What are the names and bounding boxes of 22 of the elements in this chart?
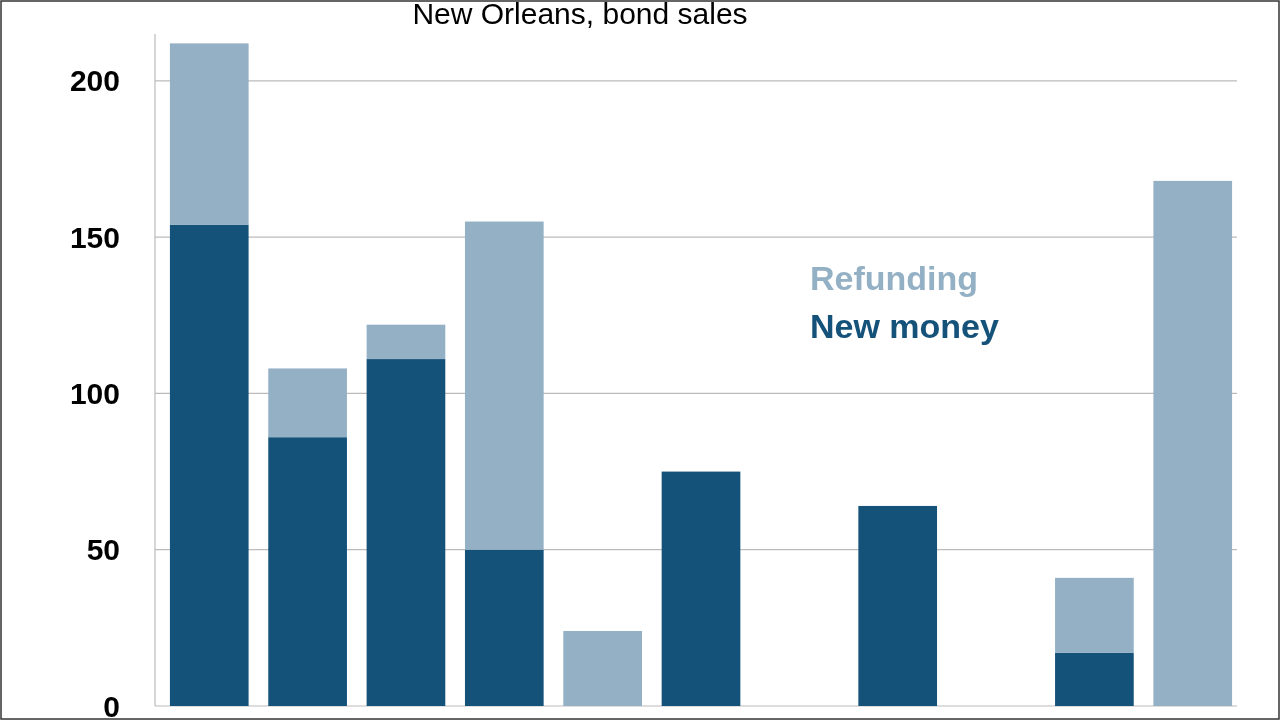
bar xyxy=(268,368,347,438)
bar xyxy=(366,359,446,706)
chart-title: New Orleans, bond sales xyxy=(412,0,748,30)
bar xyxy=(464,221,544,550)
y-tick-label: 100 xyxy=(69,376,120,410)
y-tick-label: 200 xyxy=(69,64,120,98)
bar xyxy=(563,630,642,706)
bar xyxy=(169,224,249,706)
y-tick-label: 150 xyxy=(69,220,120,254)
bar xyxy=(464,549,544,706)
text: Refunding xyxy=(810,259,979,297)
bar xyxy=(1055,652,1134,706)
bar xyxy=(661,471,741,706)
bar xyxy=(1153,180,1233,706)
text: New money xyxy=(810,307,1000,345)
bar xyxy=(858,505,938,706)
bar xyxy=(366,324,446,360)
bar xyxy=(1055,577,1134,653)
y-tick-label: 0 xyxy=(103,689,120,720)
bar xyxy=(268,437,347,706)
bar xyxy=(169,43,249,225)
y-tick-label: 50 xyxy=(86,533,120,567)
